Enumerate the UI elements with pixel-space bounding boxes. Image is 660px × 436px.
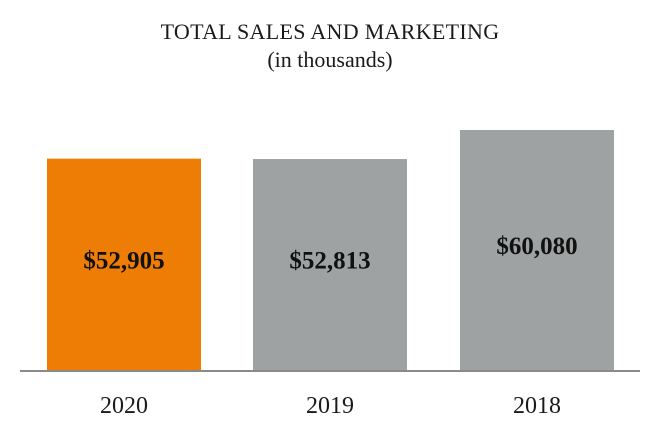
data-label-2019: $52,813	[289, 248, 370, 275]
bar-2020	[47, 158, 201, 370]
chart-title: TOTAL SALES AND MARKETING	[160, 19, 500, 44]
data-label-2018: $60,080	[496, 233, 577, 260]
data-label-2020: $52,905	[83, 247, 164, 274]
chart-subtitle: (in thousands)	[267, 47, 393, 72]
x-tick-labels: 2020 2019 2018	[100, 393, 561, 419]
bar-2018	[460, 130, 614, 370]
x-tick-label-2020: 2020	[100, 393, 148, 419]
x-tick-label-2019: 2019	[306, 393, 354, 419]
x-tick-label-2018: 2018	[513, 393, 561, 419]
bar-2019	[253, 159, 407, 370]
bars-group: $52,905 $52,813 $60,080	[47, 130, 614, 370]
